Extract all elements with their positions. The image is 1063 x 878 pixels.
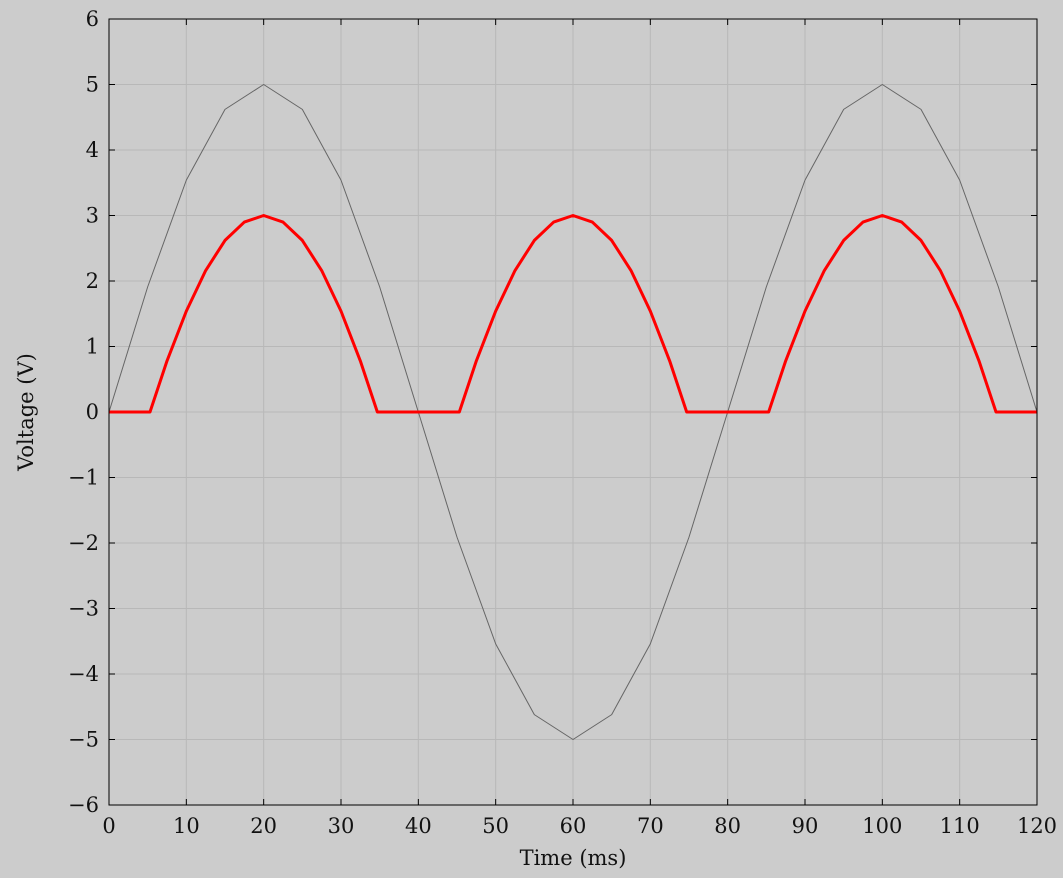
x-tick-label: 120 [1017,814,1057,838]
series-group [108,84,1038,740]
y-tick-label: 2 [86,269,99,293]
x-tick-label: 110 [940,814,980,838]
y-tick-label: −1 [68,466,99,490]
y-tick-label: 6 [86,7,99,31]
x-tick-label: 90 [792,814,819,838]
y-tick-label: −5 [68,728,99,752]
x-tick-label: 50 [482,814,509,838]
y-tick-label: 5 [86,73,99,97]
y-tick-label: 3 [86,204,99,228]
x-tick-label: 30 [328,814,355,838]
y-tick-label: 4 [86,138,99,162]
y-tick-labels: −6 −5 −4 −3 −2 −1 0 1 2 3 4 5 6 [68,7,99,817]
y-tick-label: −4 [68,662,99,686]
x-tick-label: 60 [560,814,587,838]
x-tick-label: 20 [250,814,277,838]
x-tick-label: 70 [637,814,664,838]
x-tick-labels: 0 10 20 30 40 50 60 70 80 90 100 110 120 [102,814,1057,838]
x-tick-label: 100 [862,814,902,838]
y-tick-label: 0 [86,400,99,424]
x-tick-label: 10 [173,814,200,838]
y-tick-label: 1 [86,335,99,359]
plot-frame [108,18,1038,806]
y-axis-title: Voltage (V) [14,353,38,472]
x-tick-label: 80 [714,814,741,838]
input-sine-line [108,84,1038,740]
x-axis-title: Time (ms) [520,846,627,870]
x-tick-label: 0 [102,814,115,838]
y-tick-label: −6 [68,793,99,817]
x-tick-label: 40 [405,814,432,838]
y-tick-label: −3 [68,597,99,621]
y-tick-label: −2 [68,531,99,555]
output-clipped-line [109,214,1037,414]
